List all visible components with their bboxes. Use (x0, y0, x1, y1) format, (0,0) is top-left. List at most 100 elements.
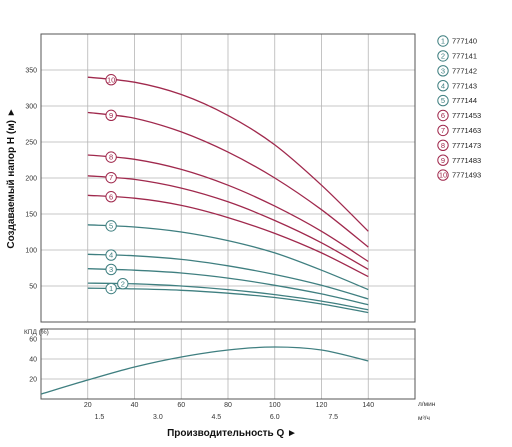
x-tick-secondary-label: 1.5 (95, 414, 105, 421)
head-y-tick-label: 350 (25, 68, 37, 75)
head-y-tick-label: 100 (25, 248, 37, 255)
head-grid (41, 34, 415, 322)
head-y-tick-label: 250 (25, 140, 37, 147)
eff-y-tick-label: 60 (29, 337, 37, 344)
legend-marker (437, 124, 449, 137)
head-y-tick-label: 200 (25, 176, 37, 183)
x-tick-label: 80 (224, 402, 232, 409)
legend-marker-number: 2 (441, 52, 445, 61)
legend-marker-number: 8 (441, 141, 445, 150)
legend-entry-name: 777141 (452, 52, 477, 61)
efficiency-curve (40, 346, 369, 395)
x-axis-title: Производительность Q ► (167, 428, 297, 439)
x-tick-label: 120 (316, 402, 328, 409)
legend-marker (437, 94, 449, 107)
curve-label-number: 9 (109, 111, 113, 120)
legend-marker-number: 3 (441, 66, 445, 75)
legend-entry-name: 7771483 (452, 156, 481, 165)
head-curve-2 (87, 282, 369, 311)
curve-label-number: 1 (109, 284, 113, 293)
curve-label-circle (105, 220, 117, 232)
legend-entry-name: 7771453 (452, 111, 481, 120)
head-plot-frame (40, 33, 416, 323)
curve-label-number: 4 (109, 251, 113, 260)
x-tick-label: 40 (131, 402, 139, 409)
legend-marker-number: 5 (441, 96, 445, 105)
x-tick-secondary-label: 3.0 (153, 414, 163, 421)
legend-marker-number: 10 (439, 171, 447, 180)
legend-entry-name: 777140 (452, 37, 477, 46)
curve-label-number: 2 (121, 279, 125, 288)
curve-label-number: 5 (109, 221, 113, 230)
head-curve-7 (87, 175, 369, 270)
legend-marker-number: 7 (441, 126, 445, 135)
head-curve-4 (87, 253, 369, 300)
x-tick-secondary-label: 6.0 (270, 414, 280, 421)
x-tick-label: 140 (362, 402, 374, 409)
legend-entry-name: 7771493 (452, 171, 481, 180)
x-unit-secondary: м³/ч (418, 415, 430, 422)
eff-y-tick-label: 20 (29, 377, 37, 384)
legend-marker-number: 6 (441, 111, 445, 120)
legend-entry-name: 777144 (452, 96, 477, 105)
x-tick-label: 20 (84, 402, 92, 409)
x-tick-label: 60 (177, 402, 185, 409)
head-curve-3 (87, 268, 369, 306)
curve-label-circle (105, 171, 117, 184)
eff-plot-frame (40, 328, 416, 400)
curve-label-circle (105, 282, 117, 295)
curve-label-circle (105, 151, 117, 163)
eff-curves (40, 346, 369, 395)
curve-label-number: 3 (109, 265, 113, 274)
legend-marker (437, 35, 449, 47)
legend-marker-number: 1 (441, 37, 445, 46)
legend-marker (437, 169, 449, 181)
head-curve-8 (87, 154, 369, 263)
curve-label-number: 6 (109, 192, 113, 201)
head-curves (87, 76, 369, 314)
legend-entry-name: 7771473 (452, 141, 481, 150)
head-curve-10 (87, 76, 369, 232)
legend-entry-name: 777142 (452, 66, 477, 75)
curve-label-circle (105, 191, 117, 203)
eff-grid (41, 329, 415, 399)
x-tick-label: 100 (269, 402, 281, 409)
legend-entry-name: 777143 (452, 81, 477, 90)
legend-marker (437, 139, 449, 152)
legend-marker (437, 80, 449, 92)
curve-label-number: 7 (109, 173, 113, 182)
legend-marker (437, 50, 449, 62)
legend-entry-name: 7771463 (452, 126, 481, 135)
curve-label-number: 8 (109, 153, 113, 162)
legend-marker (437, 65, 449, 77)
head-y-axis-title: Создаваемый напор H (м) ► (6, 107, 17, 248)
eff-y-axis-title: КПД (%) (24, 329, 49, 336)
head-y-tick-label: 300 (25, 104, 37, 111)
legend: 1 777140 2 777141 3 777142 4 777143 5 777144 6 7771… (437, 35, 481, 181)
legend-marker-number: 4 (441, 81, 445, 90)
head-y-tick-label: 150 (25, 212, 37, 219)
x-ticks-secondary: 1.5 3.0 4.5 6.0 7.5 (95, 414, 339, 421)
x-unit-primary: л/мин (418, 401, 436, 408)
head-y-ticks: 50 100 150 200 250 300 350 (25, 68, 37, 291)
curve-label-circle (105, 263, 117, 276)
curve-label-circle (105, 109, 117, 122)
legend-marker (437, 109, 449, 122)
x-tick-secondary-label: 7.5 (328, 414, 338, 421)
curve-label-circle (105, 74, 117, 86)
head-curve-6 (87, 194, 369, 278)
eff-y-tick-label: 40 (29, 357, 37, 364)
head-curve-5 (87, 224, 369, 291)
curve-label-circle (105, 249, 117, 261)
curve-label-circle (117, 277, 129, 290)
legend-marker-number: 9 (441, 156, 445, 165)
x-ticks: 20 40 60 80 100 120 140 (84, 402, 374, 409)
head-curve-1 (87, 287, 369, 314)
curve-label-number: 10 (107, 75, 115, 84)
legend-marker (437, 154, 449, 166)
head-curve-labels: 123 4 5 6 7 8 9 10 (105, 74, 129, 295)
eff-y-ticks: 20 40 60 (29, 337, 37, 384)
head-curve-9 (87, 111, 369, 248)
x-tick-secondary-label: 4.5 (211, 414, 221, 421)
